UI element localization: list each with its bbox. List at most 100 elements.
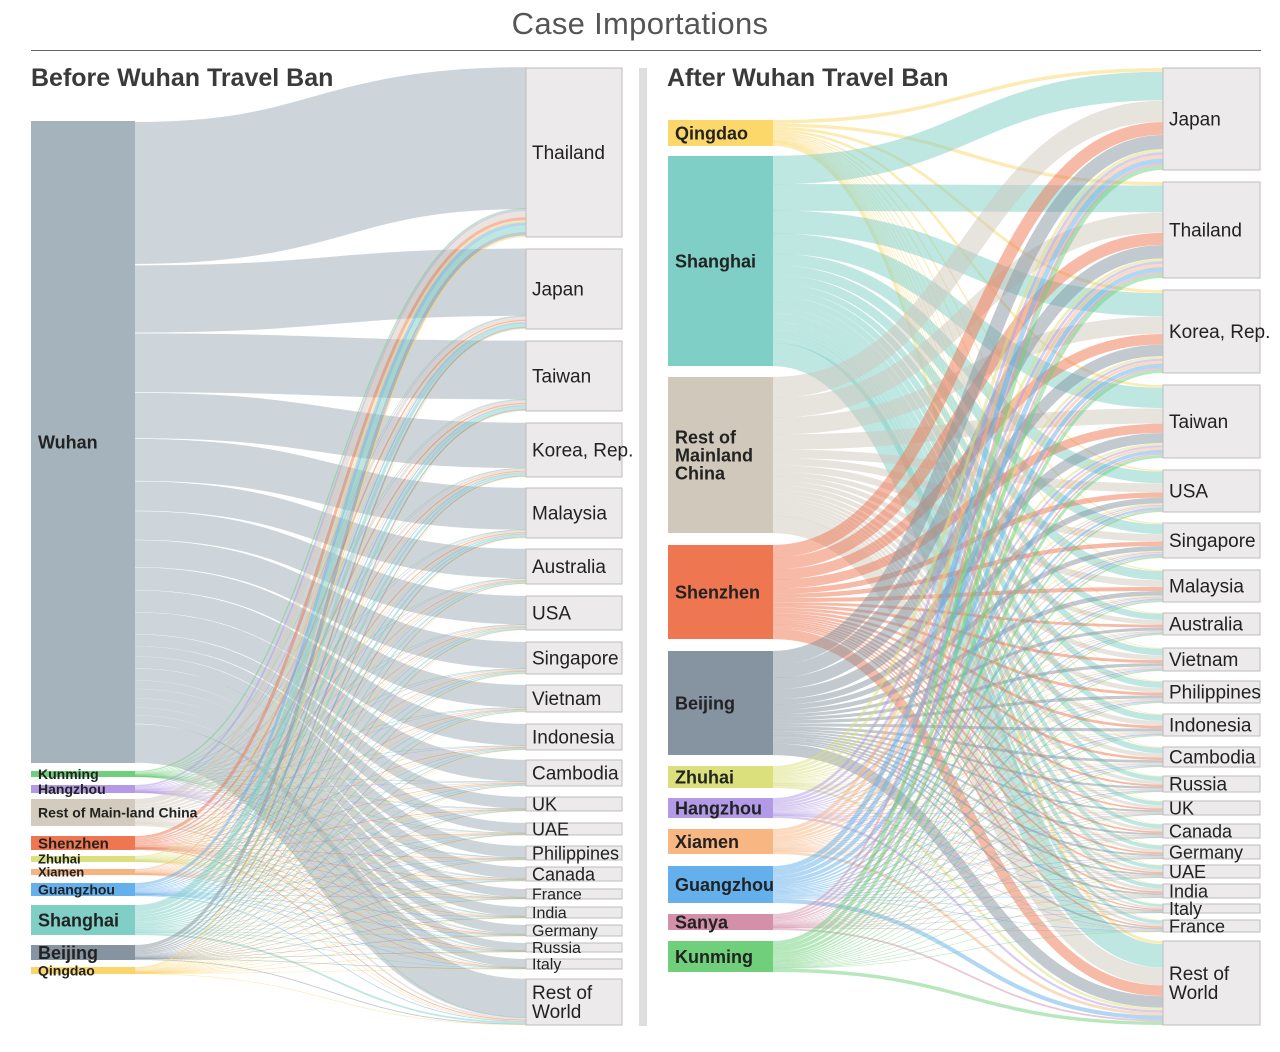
source-label-line: Shanghai (38, 910, 119, 930)
source-node-guangzhou (31, 883, 135, 896)
destination-label-line: Philippines (1169, 683, 1261, 704)
source-label-xiamen: Xiamen (38, 865, 84, 880)
flow-wuhan-to-korea-rep (134, 392, 527, 469)
destination-label-philippines: Philippines (1169, 683, 1261, 704)
destination-node-uae (1162, 864, 1261, 879)
destination-label-line: Taiwan (1169, 412, 1228, 433)
flow-beijing-to-india (134, 917, 527, 959)
destination-label-line: Indonesia (1169, 716, 1252, 737)
flow-beijing-to-uk (134, 810, 527, 958)
flow-hangzhou-to-canada (772, 813, 1164, 837)
destination-node-canada (525, 866, 623, 882)
source-label-rest-of-main-land-china: Rest of Main-land China (38, 804, 198, 820)
flow-kunming-to-australia (772, 634, 1164, 961)
flow-guangzhou-to-germany (772, 857, 1164, 897)
destination-label-line: USA (1169, 482, 1208, 503)
source-label-guangzhou: Guangzhou (675, 875, 774, 895)
destination-label-uk: UK (532, 794, 557, 814)
destination-node-indonesia (525, 723, 623, 751)
destination-label-line: Japan (1169, 110, 1221, 131)
flow-wuhan-to-malaysia (134, 438, 527, 530)
flow-shanghai-to-france (134, 898, 527, 932)
flow-hangzhou-to-germany (134, 791, 527, 935)
destination-label-line: Thailand (532, 143, 605, 164)
flow-beijing-to-malaysia (772, 591, 1164, 715)
source-node-kunming (668, 941, 773, 972)
flow-xiamen-to-korea-rep (772, 360, 1164, 839)
flow-xiamen-to-uk (772, 812, 1164, 849)
flow-rest-of-mainland-china-to-thailand (772, 212, 1164, 418)
source-node-hangzhou (31, 785, 135, 793)
source-label-shenzhen: Shenzhen (675, 582, 760, 602)
flow-shanghai-to-australia (134, 581, 527, 924)
flow-shenzhen-to-indonesia (134, 746, 527, 847)
destination-node-rest-of-world (1162, 940, 1261, 1026)
flow-shenzhen-to-cambodia (134, 782, 527, 848)
flow-kunming-to-singapore (772, 556, 1164, 959)
destination-label-singapore: Singapore (1169, 531, 1256, 552)
flow-xiamen-to-japan (772, 155, 1164, 833)
destination-label-australia: Australia (1169, 615, 1243, 636)
destination-label-uae: UAE (532, 819, 569, 839)
destination-label-line: India (532, 905, 567, 922)
flow-shanghai-to-russia (134, 932, 527, 952)
flow-shanghai-to-malaysia (134, 534, 527, 922)
destination-label-line: Philippines (532, 843, 619, 863)
flow-hangzhou-to-philippines (134, 791, 527, 859)
flow-beijing-to-germany (134, 935, 527, 959)
source-label-line: Rest of (675, 427, 737, 447)
flow-beijing-to-france (134, 898, 527, 959)
destination-label-line: Russia (1169, 775, 1228, 796)
destination-node-uk (525, 796, 623, 812)
source-label-line: Zhuhai (675, 767, 734, 787)
flow-sanya-to-indonesia (772, 734, 1164, 926)
flow-hangzhou-to-korea-rep (772, 358, 1164, 806)
flow-kunming-to-malaysia (134, 529, 527, 775)
source-label-sanya: Sanya (675, 912, 729, 932)
flow-guangzhou-to-rest-of-world (134, 895, 527, 1022)
flow-beijing-to-indonesia (772, 723, 1164, 732)
flow-guangzhou-to-italy (134, 894, 527, 969)
flow-wuhan-to-taiwan (134, 333, 527, 400)
source-node-rest-of-mainland-china (668, 377, 773, 533)
destination-node-philippines (525, 845, 623, 861)
flow-kunming-to-russia (772, 791, 1164, 965)
flow-beijing-to-india (772, 738, 1164, 896)
flow-sanya-to-uae (772, 877, 1164, 928)
flow-kunming-to-india (772, 897, 1164, 968)
flow-qingdao-to-indonesia (134, 749, 527, 973)
flow-qingdao-to-japan (134, 328, 527, 970)
destination-label-line: Vietnam (1169, 650, 1238, 671)
flow-qingdao-to-germany (134, 935, 527, 974)
source-label-line: Beijing (38, 943, 98, 963)
flow-qingdao-to-canada (134, 880, 527, 974)
flow-qingdao-to-australia (134, 583, 527, 972)
flow-beijing-to-usa (134, 629, 527, 955)
source-label-line: China (675, 463, 726, 483)
destination-node-uk (1162, 800, 1261, 816)
flow-beijing-to-taiwan (134, 409, 527, 952)
destination-node-indonesia (1162, 713, 1261, 737)
flow-shanghai-to-japan (772, 71, 1164, 185)
source-label-line: Zhuhai (38, 852, 81, 867)
source-label-shanghai: Shanghai (675, 251, 756, 271)
destination-label-germany: Germany (532, 923, 598, 940)
flow-guangzhou-to-uae (772, 876, 1164, 898)
flow-kunming-to-cambodia (772, 766, 1164, 965)
flow-rest-of-mainland-china-to-korea-rep (772, 316, 1164, 435)
destination-label-line: Taiwan (532, 367, 591, 388)
source-label-line: Qingdao (38, 962, 95, 978)
destination-label-uae: UAE (1169, 862, 1206, 882)
flow-sanya-to-cambodia (772, 765, 1164, 927)
destination-label-usa: USA (532, 604, 571, 625)
destination-label-line: Indonesia (532, 728, 615, 749)
destination-label-philippines: Philippines (532, 843, 619, 863)
flow-kunming-to-indonesia (772, 735, 1164, 964)
destination-label-line: Cambodia (532, 764, 619, 785)
flow-guangzhou-to-singapore (134, 671, 527, 893)
flow-sanya-to-malaysia (772, 599, 1164, 924)
flow-shanghai-to-singapore (134, 671, 527, 926)
destination-label-line: France (1169, 916, 1225, 936)
source-label-guangzhou: Guangzhou (38, 881, 115, 897)
